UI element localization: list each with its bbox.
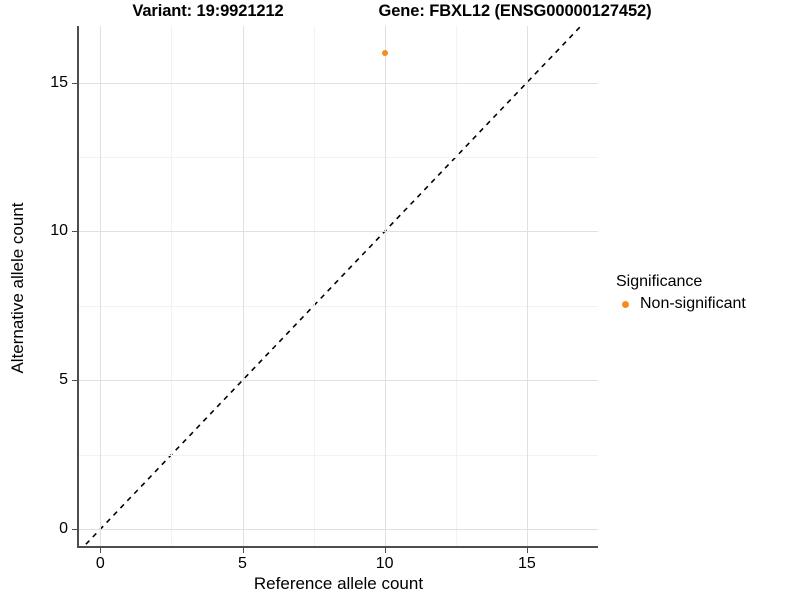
gridline-major-vertical — [100, 26, 102, 547]
y-axis-tick-label: 10 — [50, 222, 68, 240]
y-axis-tick-label: 15 — [50, 73, 68, 91]
identity-reference-line — [82, 26, 583, 547]
gridline-major-horizontal — [79, 82, 598, 84]
x-axis-tick-label: 0 — [95, 555, 105, 572]
y-axis-tick — [72, 82, 77, 84]
legend-title: Significance — [616, 273, 703, 290]
legend: Significance Non-significant — [616, 272, 792, 314]
data-point[interactable] — [381, 49, 388, 56]
plot-panel — [79, 26, 598, 547]
x-axis-tick-label: 10 — [375, 555, 394, 572]
gridline-minor-horizontal — [79, 454, 598, 456]
variant-title: Variant: 19:9921212 — [132, 2, 284, 20]
gridline-major-vertical — [242, 26, 244, 547]
gene-title: Gene: FBXL12 (ENSG00000127452) — [378, 2, 652, 20]
x-axis-line — [77, 546, 598, 548]
y-axis-line — [77, 26, 79, 548]
gridline-major-vertical — [384, 26, 386, 547]
y-axis-title: Alternative allele count — [8, 202, 27, 374]
gridline-minor-vertical — [171, 26, 173, 547]
y-axis-tick — [72, 529, 77, 531]
x-axis-tick — [526, 548, 528, 553]
x-axis-tick — [384, 548, 386, 553]
gridline-major-vertical — [526, 26, 528, 547]
gridline-minor-vertical — [313, 26, 315, 547]
dot-marker-icon — [621, 300, 629, 308]
y-axis-tick-label: 0 — [59, 520, 68, 538]
y-axis-tick — [72, 231, 77, 233]
y-axis-tick-label: 5 — [59, 371, 68, 389]
gridline-minor-horizontal — [79, 157, 598, 158]
legend-item-label: Non-significant — [640, 295, 746, 312]
x-axis-tick-label: 15 — [517, 555, 536, 572]
x-axis-tick-label: 5 — [238, 555, 247, 572]
gridline-minor-vertical — [455, 26, 457, 547]
identity-line-segment — [82, 26, 583, 547]
legend-entries: Non-significant — [616, 294, 792, 314]
y-axis-tick — [72, 380, 77, 382]
legend-key — [616, 295, 634, 313]
gridline-minor-horizontal — [79, 305, 598, 307]
x-axis-title: Reference allele count — [253, 574, 424, 593]
figure-title-strip: Variant: 19:9921212 Gene: FBXL12 (ENSG00… — [0, 2, 800, 26]
gridline-major-horizontal — [79, 380, 598, 382]
gridline-major-horizontal — [79, 529, 598, 531]
gridline-major-horizontal — [79, 231, 598, 233]
x-axis-tick — [242, 548, 244, 553]
x-axis-tick — [100, 548, 102, 553]
legend-item[interactable]: Non-significant — [616, 294, 792, 314]
